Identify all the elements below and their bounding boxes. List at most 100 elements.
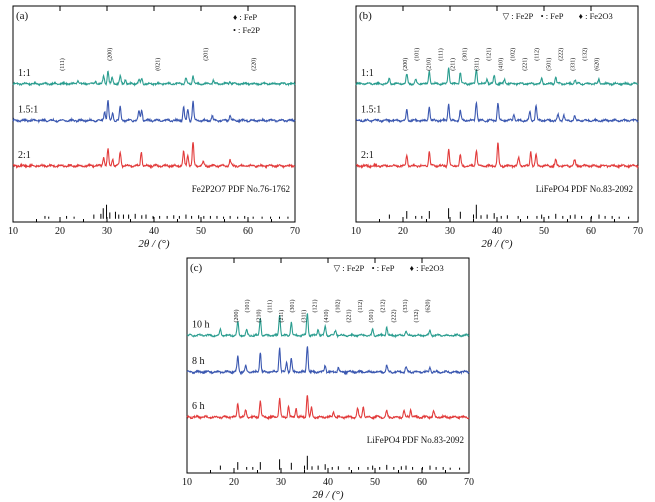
legend-entry: ♦ : FeP bbox=[233, 12, 257, 22]
series-line bbox=[186, 395, 470, 421]
peak-index-label: (211) bbox=[278, 310, 285, 323]
panel-b: 10 20 30 40 50 60 70 2θ / (°) (b) ▽ : Fe2P • : FeP… bbox=[351, 5, 643, 250]
peak-index-label: (210) bbox=[255, 310, 262, 323]
legend-entry: ♦ : Fe2O3 bbox=[410, 263, 444, 273]
series-label: 1.5:1 bbox=[18, 104, 38, 115]
peak-index-label: (222) bbox=[558, 48, 565, 61]
peak-index-label: (620) bbox=[425, 300, 432, 313]
x-tick-label: 40 bbox=[492, 226, 502, 237]
peak-index-label: (410) bbox=[323, 310, 330, 323]
peak-index-label: (212) bbox=[379, 300, 386, 313]
x-axis-label: 2θ / (°) bbox=[481, 238, 513, 250]
legend-entry: • : FeP bbox=[372, 263, 395, 273]
series-line bbox=[12, 100, 296, 124]
series-label: 1.5:1 bbox=[361, 104, 381, 115]
x-tick-label: 20 bbox=[55, 226, 65, 237]
x-tick-label: 20 bbox=[229, 477, 239, 488]
x-tick-label: 70 bbox=[633, 226, 643, 237]
peak-index-label: (301) bbox=[289, 300, 296, 313]
peak-index-label: (101) bbox=[414, 48, 421, 61]
x-tick-label: 40 bbox=[149, 226, 159, 237]
panel-a: 10 20 30 40 50 60 70 2θ / (°) (a) ♦ : FeP • : Fe2P… bbox=[8, 5, 300, 250]
peak-index-label: (331) bbox=[570, 58, 577, 71]
peak-index-label: (210) bbox=[426, 58, 433, 71]
panel-label: (a) bbox=[16, 10, 29, 22]
peak-index-label: (222) bbox=[391, 310, 398, 323]
x-axis-label: 2θ / (°) bbox=[312, 489, 344, 501]
reference-label: LiFePO4 PDF No.83-2092 bbox=[367, 435, 464, 445]
series-line bbox=[12, 142, 295, 170]
series-label: 8 h bbox=[192, 356, 205, 367]
legend-entry: • : FeP bbox=[541, 11, 564, 21]
x-tick-label: 60 bbox=[243, 226, 253, 237]
x-tick-label: 50 bbox=[539, 226, 549, 237]
peak-index-label: (311) bbox=[474, 58, 481, 71]
peak-index-label: (221) bbox=[346, 310, 353, 323]
peak-index-label: (132) bbox=[582, 48, 589, 61]
peak-index-label: (501) bbox=[368, 310, 375, 323]
legend-entry: ▽ : Fe2P bbox=[334, 263, 365, 273]
series-line bbox=[186, 346, 470, 376]
panel-c: 10 20 30 40 50 60 70 2θ / (°) (c) ▽ : Fe2P • : FeP… bbox=[182, 257, 474, 501]
peak-index-label: (111) bbox=[267, 300, 274, 313]
peak-index-label: (021) bbox=[155, 58, 162, 71]
peak-index-label: (111) bbox=[59, 58, 66, 71]
panel-label: (b) bbox=[359, 10, 372, 22]
legend-entry: • : Fe2P bbox=[233, 25, 260, 35]
x-tick-label: 30 bbox=[102, 226, 112, 237]
x-tick-label: 20 bbox=[398, 226, 408, 237]
x-axis-label: 2θ / (°) bbox=[138, 238, 170, 250]
reference-label: Fe2P2O7 PDF No.76-1762 bbox=[192, 184, 290, 194]
x-tick-label: 70 bbox=[464, 477, 474, 488]
peak-index-label: (132) bbox=[413, 310, 420, 323]
peak-index-label: (311) bbox=[300, 310, 307, 323]
series-line bbox=[355, 100, 639, 124]
series-line bbox=[186, 313, 470, 339]
peak-index-label: (121) bbox=[312, 300, 319, 313]
series-line bbox=[355, 142, 639, 170]
x-tick-label: 60 bbox=[586, 226, 596, 237]
series-line bbox=[355, 67, 639, 87]
peak-index-label: (301) bbox=[462, 48, 469, 61]
x-tick-label: 70 bbox=[290, 226, 300, 237]
series-label: 6 h bbox=[192, 401, 205, 412]
x-tick-label: 30 bbox=[276, 477, 286, 488]
x-tick-label: 10 bbox=[351, 226, 361, 237]
peak-index-label: (201) bbox=[203, 48, 210, 61]
panel-label: (c) bbox=[190, 262, 203, 274]
reference-label: LiFePO4 PDF No.83-2092 bbox=[536, 184, 633, 194]
peak-index-label: (102) bbox=[334, 300, 341, 313]
peak-index-label: (102) bbox=[510, 48, 517, 61]
x-tick-label: 10 bbox=[182, 477, 192, 488]
peak-index-label: (121) bbox=[486, 48, 493, 61]
series-label: 2:1 bbox=[361, 150, 374, 161]
x-tick-label: 50 bbox=[370, 477, 380, 488]
series-line bbox=[12, 70, 296, 87]
peak-index-label: (410) bbox=[498, 58, 505, 71]
x-tick-label: 30 bbox=[445, 226, 455, 237]
x-tick-label: 60 bbox=[417, 477, 427, 488]
peak-index-label: (220) bbox=[251, 58, 258, 71]
peak-index-label: (101) bbox=[244, 300, 251, 313]
series-label: 1:1 bbox=[361, 68, 374, 79]
peak-index-label: (331) bbox=[402, 300, 409, 313]
peak-index-label: (200) bbox=[402, 58, 409, 71]
peak-index-label: (221) bbox=[522, 58, 529, 71]
peak-index-label: (620) bbox=[594, 58, 601, 71]
peak-index-label: (211) bbox=[450, 58, 457, 71]
peak-index-label: (112) bbox=[534, 48, 541, 61]
peak-index-label: (111) bbox=[438, 48, 445, 61]
series-label: 1:1 bbox=[18, 68, 31, 79]
peak-index-label: (112) bbox=[357, 300, 364, 313]
series-label: 10 h bbox=[192, 319, 210, 330]
peak-index-label: (200) bbox=[233, 310, 240, 323]
x-tick-label: 40 bbox=[323, 477, 333, 488]
peak-index-label: (200) bbox=[107, 48, 114, 61]
legend-entry: ♦ : Fe2O3 bbox=[579, 11, 613, 21]
x-tick-label: 10 bbox=[8, 226, 18, 237]
legend-entry: ▽ : Fe2P bbox=[503, 11, 534, 21]
series-label: 2:1 bbox=[18, 150, 31, 161]
peak-index-label: (501) bbox=[546, 58, 553, 71]
x-tick-label: 50 bbox=[196, 226, 206, 237]
